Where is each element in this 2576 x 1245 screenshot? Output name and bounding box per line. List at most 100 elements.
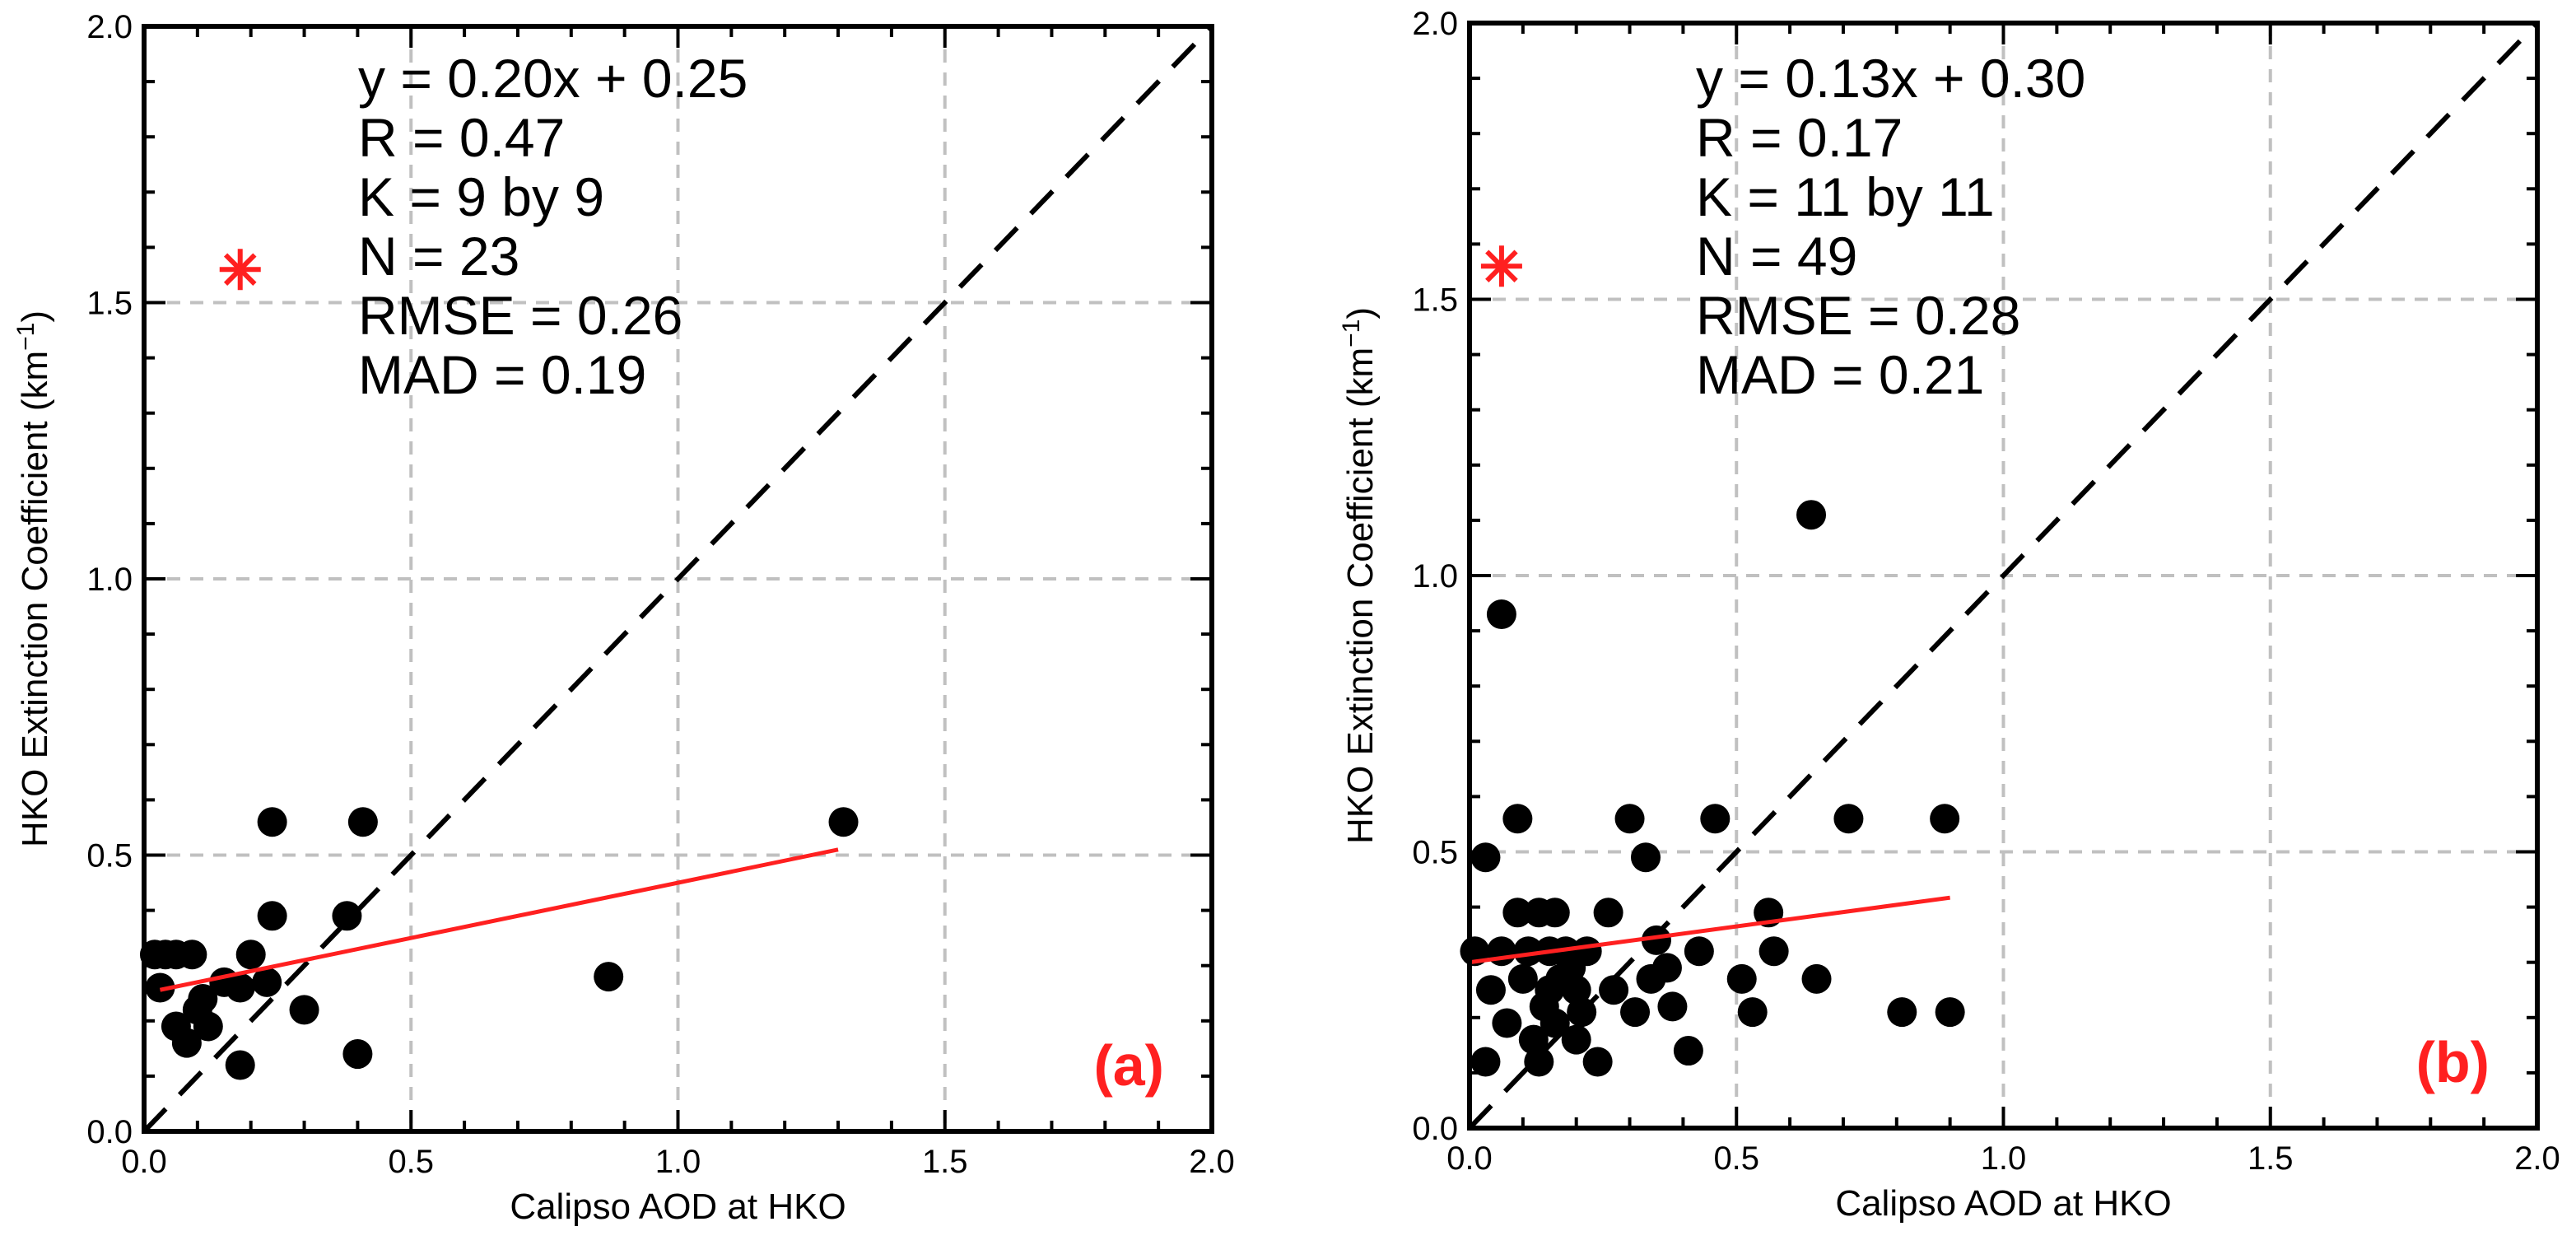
asterisk-stroke xyxy=(223,253,257,287)
x-tick-label: 1.0 xyxy=(655,1144,701,1180)
stats-line: RMSE = 0.28 xyxy=(1696,285,2020,346)
x-tick-label: 2.0 xyxy=(1189,1144,1235,1180)
data-point xyxy=(1524,1047,1554,1077)
data-point xyxy=(257,901,287,931)
data-point xyxy=(1684,936,1714,967)
panel-a-chart: 0.0 0.5 1.0 1.5 2.0 0.0 0.5 1.0 1.5 2.0 Calipso AO… xyxy=(12,9,1235,1227)
y-tick-label: 0.0 xyxy=(1412,1111,1458,1147)
y-tick-label: 1.5 xyxy=(86,286,133,322)
x-tick-label: 2.0 xyxy=(2514,1140,2560,1177)
data-point xyxy=(1540,1008,1570,1038)
x-tick-label: 0.0 xyxy=(121,1144,167,1180)
data-point xyxy=(1518,1024,1549,1055)
data-point xyxy=(225,1050,255,1080)
data-point xyxy=(1567,997,1597,1028)
data-point xyxy=(289,995,319,1025)
x-tick-label: 0.5 xyxy=(1713,1140,1759,1177)
x-tick-label: 1.5 xyxy=(2248,1140,2294,1177)
x-tick-label: 0.5 xyxy=(388,1144,434,1180)
y-axis-label-close: ) xyxy=(15,310,55,323)
stats-line: y = 0.13x + 0.30 xyxy=(1696,48,2085,109)
y-tick-label: 1.0 xyxy=(86,562,133,598)
data-point xyxy=(1758,936,1789,967)
data-point xyxy=(1475,975,1506,1005)
data-point xyxy=(235,940,266,970)
panel-label: (a) xyxy=(1093,1033,1164,1098)
plot-frame xyxy=(142,24,1214,1134)
stats-line: R = 0.47 xyxy=(358,107,565,168)
y-tick-label: 2.0 xyxy=(1412,6,1458,42)
y-tick-label: 2.0 xyxy=(86,9,133,45)
y-axis-label-close: ) xyxy=(1340,307,1381,319)
data-point xyxy=(1651,953,1682,983)
panel-label: (b) xyxy=(2416,1030,2490,1094)
data-point xyxy=(1599,975,1629,1005)
data-point xyxy=(347,807,378,837)
stats-line: K = 9 by 9 xyxy=(358,166,604,227)
y-tick-label: 0.0 xyxy=(86,1114,133,1150)
stats-line: R = 0.17 xyxy=(1696,107,1903,168)
data-point xyxy=(1930,804,1960,834)
stats-line: MAD = 0.19 xyxy=(358,344,646,405)
stats-line: N = 23 xyxy=(358,226,519,287)
data-point xyxy=(594,962,624,992)
data-point xyxy=(1620,997,1651,1028)
x-axis-label: Calipso AOD at HKO xyxy=(1835,1183,2171,1224)
data-point xyxy=(332,901,362,931)
data-point xyxy=(1492,1008,1522,1038)
data-point xyxy=(145,972,175,1003)
asterisk-stroke xyxy=(1485,249,1518,283)
data-point xyxy=(1887,997,1917,1028)
data-point xyxy=(1796,500,1827,530)
x-tick-label: 0.0 xyxy=(1446,1140,1493,1177)
data-point xyxy=(1507,963,1538,994)
stats-line: y = 0.20x + 0.25 xyxy=(358,48,748,109)
stats-line: RMSE = 0.26 xyxy=(358,285,682,346)
one-to-one-line xyxy=(142,24,1214,1134)
data-point xyxy=(1470,842,1501,873)
y-axis-label: HKO Extinction Coefficient (km−1) xyxy=(1338,307,1381,844)
data-point xyxy=(1486,599,1516,629)
data-point xyxy=(1486,936,1516,967)
data-point xyxy=(252,967,282,997)
data-point xyxy=(1561,975,1591,1005)
data-point xyxy=(1513,936,1544,967)
data-point xyxy=(1833,804,1864,834)
y-tick-label: 0.5 xyxy=(86,838,133,874)
y-axis-label-text: HKO Extinction Coefficient (km xyxy=(1340,347,1381,844)
stats-line: MAD = 0.21 xyxy=(1696,344,1984,405)
y-axis-label-superscript: −1 xyxy=(1338,319,1365,347)
x-axis-label: Calipso AOD at HKO xyxy=(510,1187,845,1227)
data-point xyxy=(171,1028,202,1058)
panel-b-chart: 0.0 0.5 1.0 1.5 2.0 0.0 0.5 1.0 1.5 2.0 Calipso AO… xyxy=(1338,6,2560,1224)
data-point xyxy=(1502,804,1533,834)
y-tick-label: 0.5 xyxy=(1412,835,1458,871)
data-point xyxy=(1535,975,1565,1005)
data-point xyxy=(188,983,218,1014)
data-point xyxy=(1502,898,1533,928)
x-tick-label: 1.0 xyxy=(1981,1140,2027,1177)
stats-line: K = 11 by 11 xyxy=(1696,166,1995,227)
y-axis-label-text: HKO Extinction Coefficient (km xyxy=(15,351,55,847)
y-axis-label: HKO Extinction Coefficient (km−1) xyxy=(12,310,55,847)
x-tick-label: 1.5 xyxy=(922,1144,968,1180)
y-tick-label: 1.5 xyxy=(1412,282,1458,319)
data-point xyxy=(1700,804,1731,834)
stats-line: N = 49 xyxy=(1696,226,1857,287)
plot-frame xyxy=(1467,21,2540,1131)
data-point xyxy=(1801,963,1832,994)
asterisk-marker xyxy=(219,249,261,291)
asterisk-marker xyxy=(1480,245,1522,287)
data-point xyxy=(1593,898,1623,928)
data-point xyxy=(1673,1036,1703,1066)
regression-line xyxy=(159,847,839,992)
y-axis-label-superscript: −1 xyxy=(12,323,40,351)
regression-line xyxy=(1469,895,1950,965)
y-tick-label: 1.0 xyxy=(1412,558,1458,595)
data-point xyxy=(1470,1047,1501,1077)
data-point xyxy=(1582,1047,1613,1077)
data-point xyxy=(177,940,207,970)
data-point xyxy=(193,1011,223,1042)
data-point xyxy=(1935,997,1965,1028)
